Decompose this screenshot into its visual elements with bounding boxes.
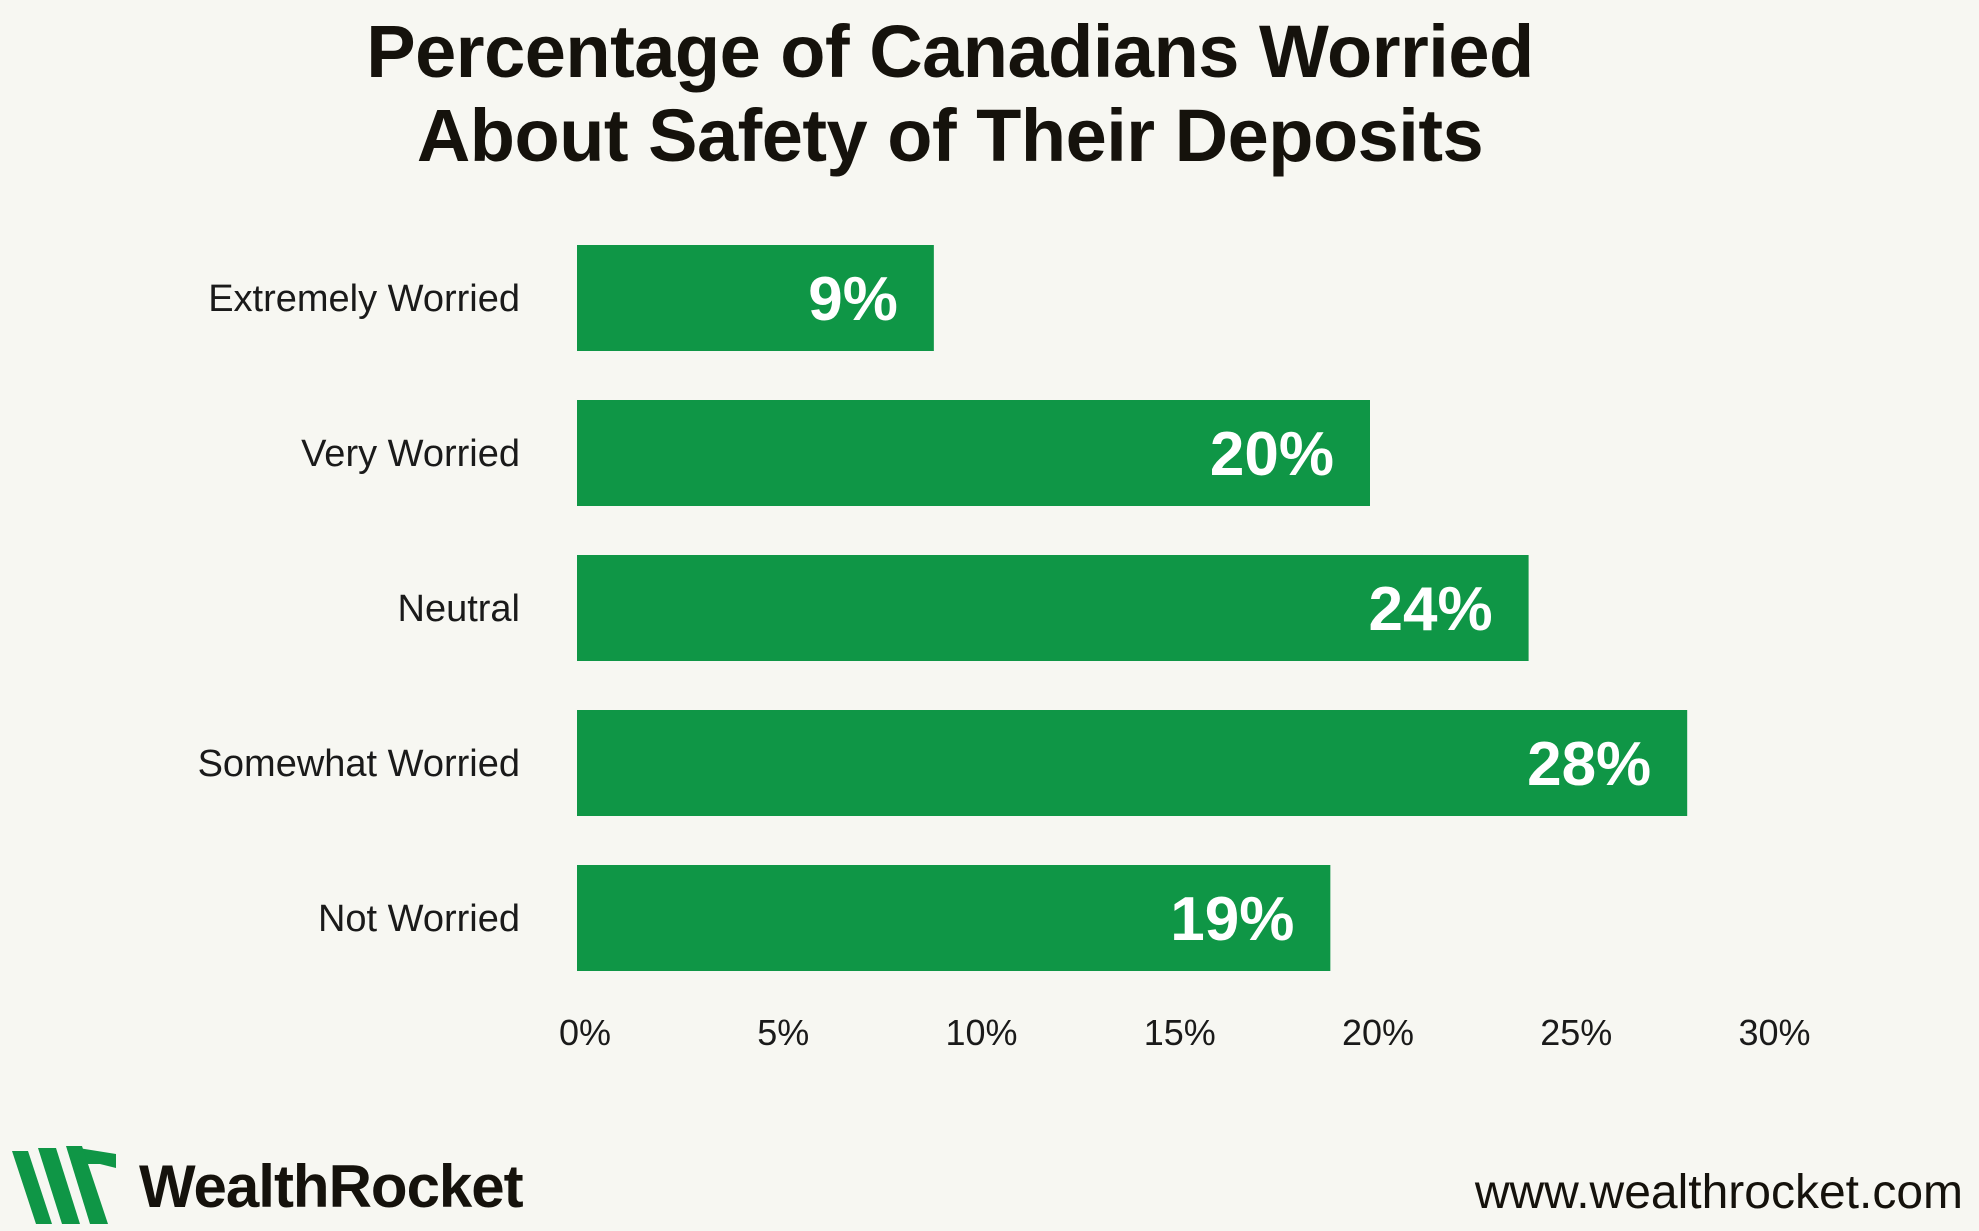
brand-logo: WealthRocket <box>12 1146 524 1226</box>
x-tick-label: 5% <box>757 1012 809 1053</box>
bars-layer <box>577 245 1688 971</box>
value-label-very-worried: 20% <box>1210 420 1334 489</box>
value-labels: 9% 20% 24% 28% 19% <box>808 265 1651 954</box>
category-label-neutral: Neutral <box>398 588 521 630</box>
x-tick-label: 10% <box>945 1012 1017 1053</box>
brand-name: WealthRocket <box>139 1152 524 1220</box>
x-tick-label: 20% <box>1342 1012 1414 1053</box>
bar-somewhat-worried <box>577 710 1688 816</box>
x-tick-label: 30% <box>1738 1012 1810 1053</box>
bar-neutral <box>577 555 1529 661</box>
x-axis-ticks: 0% 5% 10% 15% 20% 25% 30% <box>559 1012 1811 1053</box>
value-label-not-worried: 19% <box>1170 885 1294 954</box>
category-label-extremely-worried: Extremely Worried <box>208 278 520 320</box>
bar-very-worried <box>577 400 1370 506</box>
value-label-somewhat-worried: 28% <box>1527 730 1651 799</box>
chart-title-line-1: Percentage of Canadians Worried <box>366 10 1534 93</box>
x-tick-label: 0% <box>559 1012 611 1053</box>
category-label-somewhat-worried: Somewhat Worried <box>198 743 520 785</box>
x-tick-label: 15% <box>1144 1012 1216 1053</box>
category-labels: Extremely Worried Very Worried Neutral Some… <box>198 278 520 940</box>
category-label-not-worried: Not Worried <box>318 898 520 940</box>
chart-title-line-2: About Safety of Their Deposits <box>416 94 1484 177</box>
wealthrocket-logo-icon <box>12 1146 116 1224</box>
chart-title: Percentage of Canadians Worried About Sa… <box>0 10 1900 178</box>
bar-not-worried <box>577 865 1331 971</box>
bar-extremely-worried <box>577 245 934 351</box>
website-url: www.wealthrocket.com <box>1474 1166 1963 1219</box>
value-label-neutral: 24% <box>1369 575 1493 644</box>
value-label-extremely-worried: 9% <box>808 265 898 334</box>
x-tick-label: 25% <box>1540 1012 1612 1053</box>
category-label-very-worried: Very Worried <box>301 433 520 475</box>
